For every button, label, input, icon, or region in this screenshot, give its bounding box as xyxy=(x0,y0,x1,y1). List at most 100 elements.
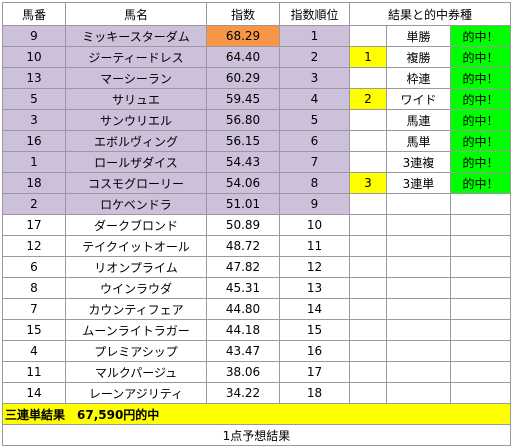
badge-cell xyxy=(349,130,387,152)
table-row: 11 マルクパージュ 38.06 17 xyxy=(2,361,511,383)
horse-name-cell: ムーンライトラガー xyxy=(65,319,207,341)
header-row: 馬番 馬名 指数 指数順位 結果と的中券種 xyxy=(2,2,511,26)
table-row: 9 ミッキースターダム 68.29 1 単勝 的中！ xyxy=(2,25,511,47)
horse-number-cell: 6 xyxy=(2,256,66,278)
horse-name-cell: テイクイットオール xyxy=(65,235,207,257)
index-cell: 54.43 xyxy=(206,151,280,173)
badge-cell xyxy=(349,193,387,215)
table-row: 4 プレミアシップ 43.47 16 xyxy=(2,340,511,362)
ticket-type-cell xyxy=(386,235,451,257)
hit-cell xyxy=(450,214,511,236)
horse-number-cell: 13 xyxy=(2,67,66,89)
horse-name-cell: ウインラウダ xyxy=(65,277,207,299)
footer-row: 1点予想結果 xyxy=(2,424,511,446)
rank-cell: 1 xyxy=(279,25,350,47)
horse-name-cell: ミッキースターダム xyxy=(65,25,207,47)
rank-cell: 17 xyxy=(279,361,350,383)
horse-number-cell: 4 xyxy=(2,340,66,362)
badge-cell xyxy=(349,25,387,47)
rank-cell: 14 xyxy=(279,298,350,320)
header-horse-name: 馬名 xyxy=(65,2,207,26)
badge-cell: 2 xyxy=(349,88,387,110)
table-body: 馬番 馬名 指数 指数順位 結果と的中券種 9 ミッキースターダム 68.29 1 単勝… xyxy=(2,2,511,404)
index-cell: 64.40 xyxy=(206,46,280,68)
horse-name-cell: ロールザダイス xyxy=(65,151,207,173)
index-cell: 38.06 xyxy=(206,361,280,383)
header-horse-number: 馬番 xyxy=(2,2,66,26)
table-row: 5 サリュエ 59.45 4 2 ワイド 的中！ xyxy=(2,88,511,110)
hit-cell: 的中！ xyxy=(450,88,511,110)
horse-name-cell: プレミアシップ xyxy=(65,340,207,362)
badge-cell xyxy=(349,151,387,173)
horse-number-cell: 10 xyxy=(2,46,66,68)
ticket-type-cell: 馬連 xyxy=(386,109,451,131)
ticket-type-cell: 複勝 xyxy=(386,46,451,68)
index-cell: 48.72 xyxy=(206,235,280,257)
table-row: 8 ウインラウダ 45.31 13 xyxy=(2,277,511,299)
badge-cell xyxy=(349,214,387,236)
ticket-type-cell: 3連単 xyxy=(386,172,451,194)
table-row: 18 コスモグローリー 54.06 8 3 3連単 的中！ xyxy=(2,172,511,194)
index-cell: 50.89 xyxy=(206,214,280,236)
hit-cell: 的中！ xyxy=(450,151,511,173)
rank-cell: 6 xyxy=(279,130,350,152)
single-prediction-label: 1点予想結果 xyxy=(2,424,511,446)
hit-cell xyxy=(450,298,511,320)
hit-cell: 的中！ xyxy=(450,25,511,47)
hit-cell: 的中！ xyxy=(450,46,511,68)
horse-number-cell: 11 xyxy=(2,361,66,383)
ticket-type-cell xyxy=(386,361,451,383)
table-row: 13 マーシーラン 60.29 3 枠連 的中！ xyxy=(2,67,511,89)
horse-number-cell: 8 xyxy=(2,277,66,299)
ticket-type-cell: 馬単 xyxy=(386,130,451,152)
hit-cell xyxy=(450,382,511,404)
horse-number-cell: 12 xyxy=(2,235,66,257)
index-cell: 51.01 xyxy=(206,193,280,215)
index-cell: 44.80 xyxy=(206,298,280,320)
ticket-type-cell xyxy=(386,193,451,215)
ticket-type-cell xyxy=(386,277,451,299)
hit-cell xyxy=(450,235,511,257)
horse-name-cell: ジーティードレス xyxy=(65,46,207,68)
badge-cell xyxy=(349,109,387,131)
index-cell: 43.47 xyxy=(206,340,280,362)
rank-cell: 12 xyxy=(279,256,350,278)
index-cell: 56.15 xyxy=(206,130,280,152)
badge-cell: 1 xyxy=(349,46,387,68)
ticket-type-cell: 3連複 xyxy=(386,151,451,173)
rank-cell: 9 xyxy=(279,193,350,215)
horse-name-cell: エボルヴィング xyxy=(65,130,207,152)
horse-number-cell: 1 xyxy=(2,151,66,173)
horse-name-cell: レーンアジリティ xyxy=(65,382,207,404)
rank-cell: 13 xyxy=(279,277,350,299)
header-index-rank: 指数順位 xyxy=(279,2,350,26)
ticket-type-cell xyxy=(386,256,451,278)
hit-cell xyxy=(450,340,511,362)
ticket-type-cell xyxy=(386,298,451,320)
rank-cell: 5 xyxy=(279,109,350,131)
table-row: 10 ジーティードレス 64.40 2 1 複勝 的中！ xyxy=(2,46,511,68)
horse-name-cell: サリュエ xyxy=(65,88,207,110)
table-row: 17 ダークブロンド 50.89 10 xyxy=(2,214,511,236)
table-row: 1 ロールザダイス 54.43 7 3連複 的中！ xyxy=(2,151,511,173)
badge-cell xyxy=(349,67,387,89)
horse-number-cell: 5 xyxy=(2,88,66,110)
index-cell: 68.29 xyxy=(206,25,280,47)
hit-cell xyxy=(450,319,511,341)
hit-cell xyxy=(450,193,511,215)
table-row: 15 ムーンライトラガー 44.18 15 xyxy=(2,319,511,341)
rank-cell: 8 xyxy=(279,172,350,194)
rank-cell: 16 xyxy=(279,340,350,362)
horse-name-cell: サンウリエル xyxy=(65,109,207,131)
ticket-type-cell: 枠連 xyxy=(386,67,451,89)
table-row: 16 エボルヴィング 56.15 6 馬単 的中！ xyxy=(2,130,511,152)
badge-cell xyxy=(349,298,387,320)
summary-row: 三連単結果 67,590円的中 xyxy=(2,403,511,425)
badge-cell xyxy=(349,256,387,278)
badge-cell xyxy=(349,235,387,257)
trifecta-result: 三連単結果 67,590円的中 xyxy=(2,403,511,425)
table-row: 12 テイクイットオール 48.72 11 xyxy=(2,235,511,257)
hit-cell: 的中！ xyxy=(450,67,511,89)
horse-name-cell: カウンティフェア xyxy=(65,298,207,320)
